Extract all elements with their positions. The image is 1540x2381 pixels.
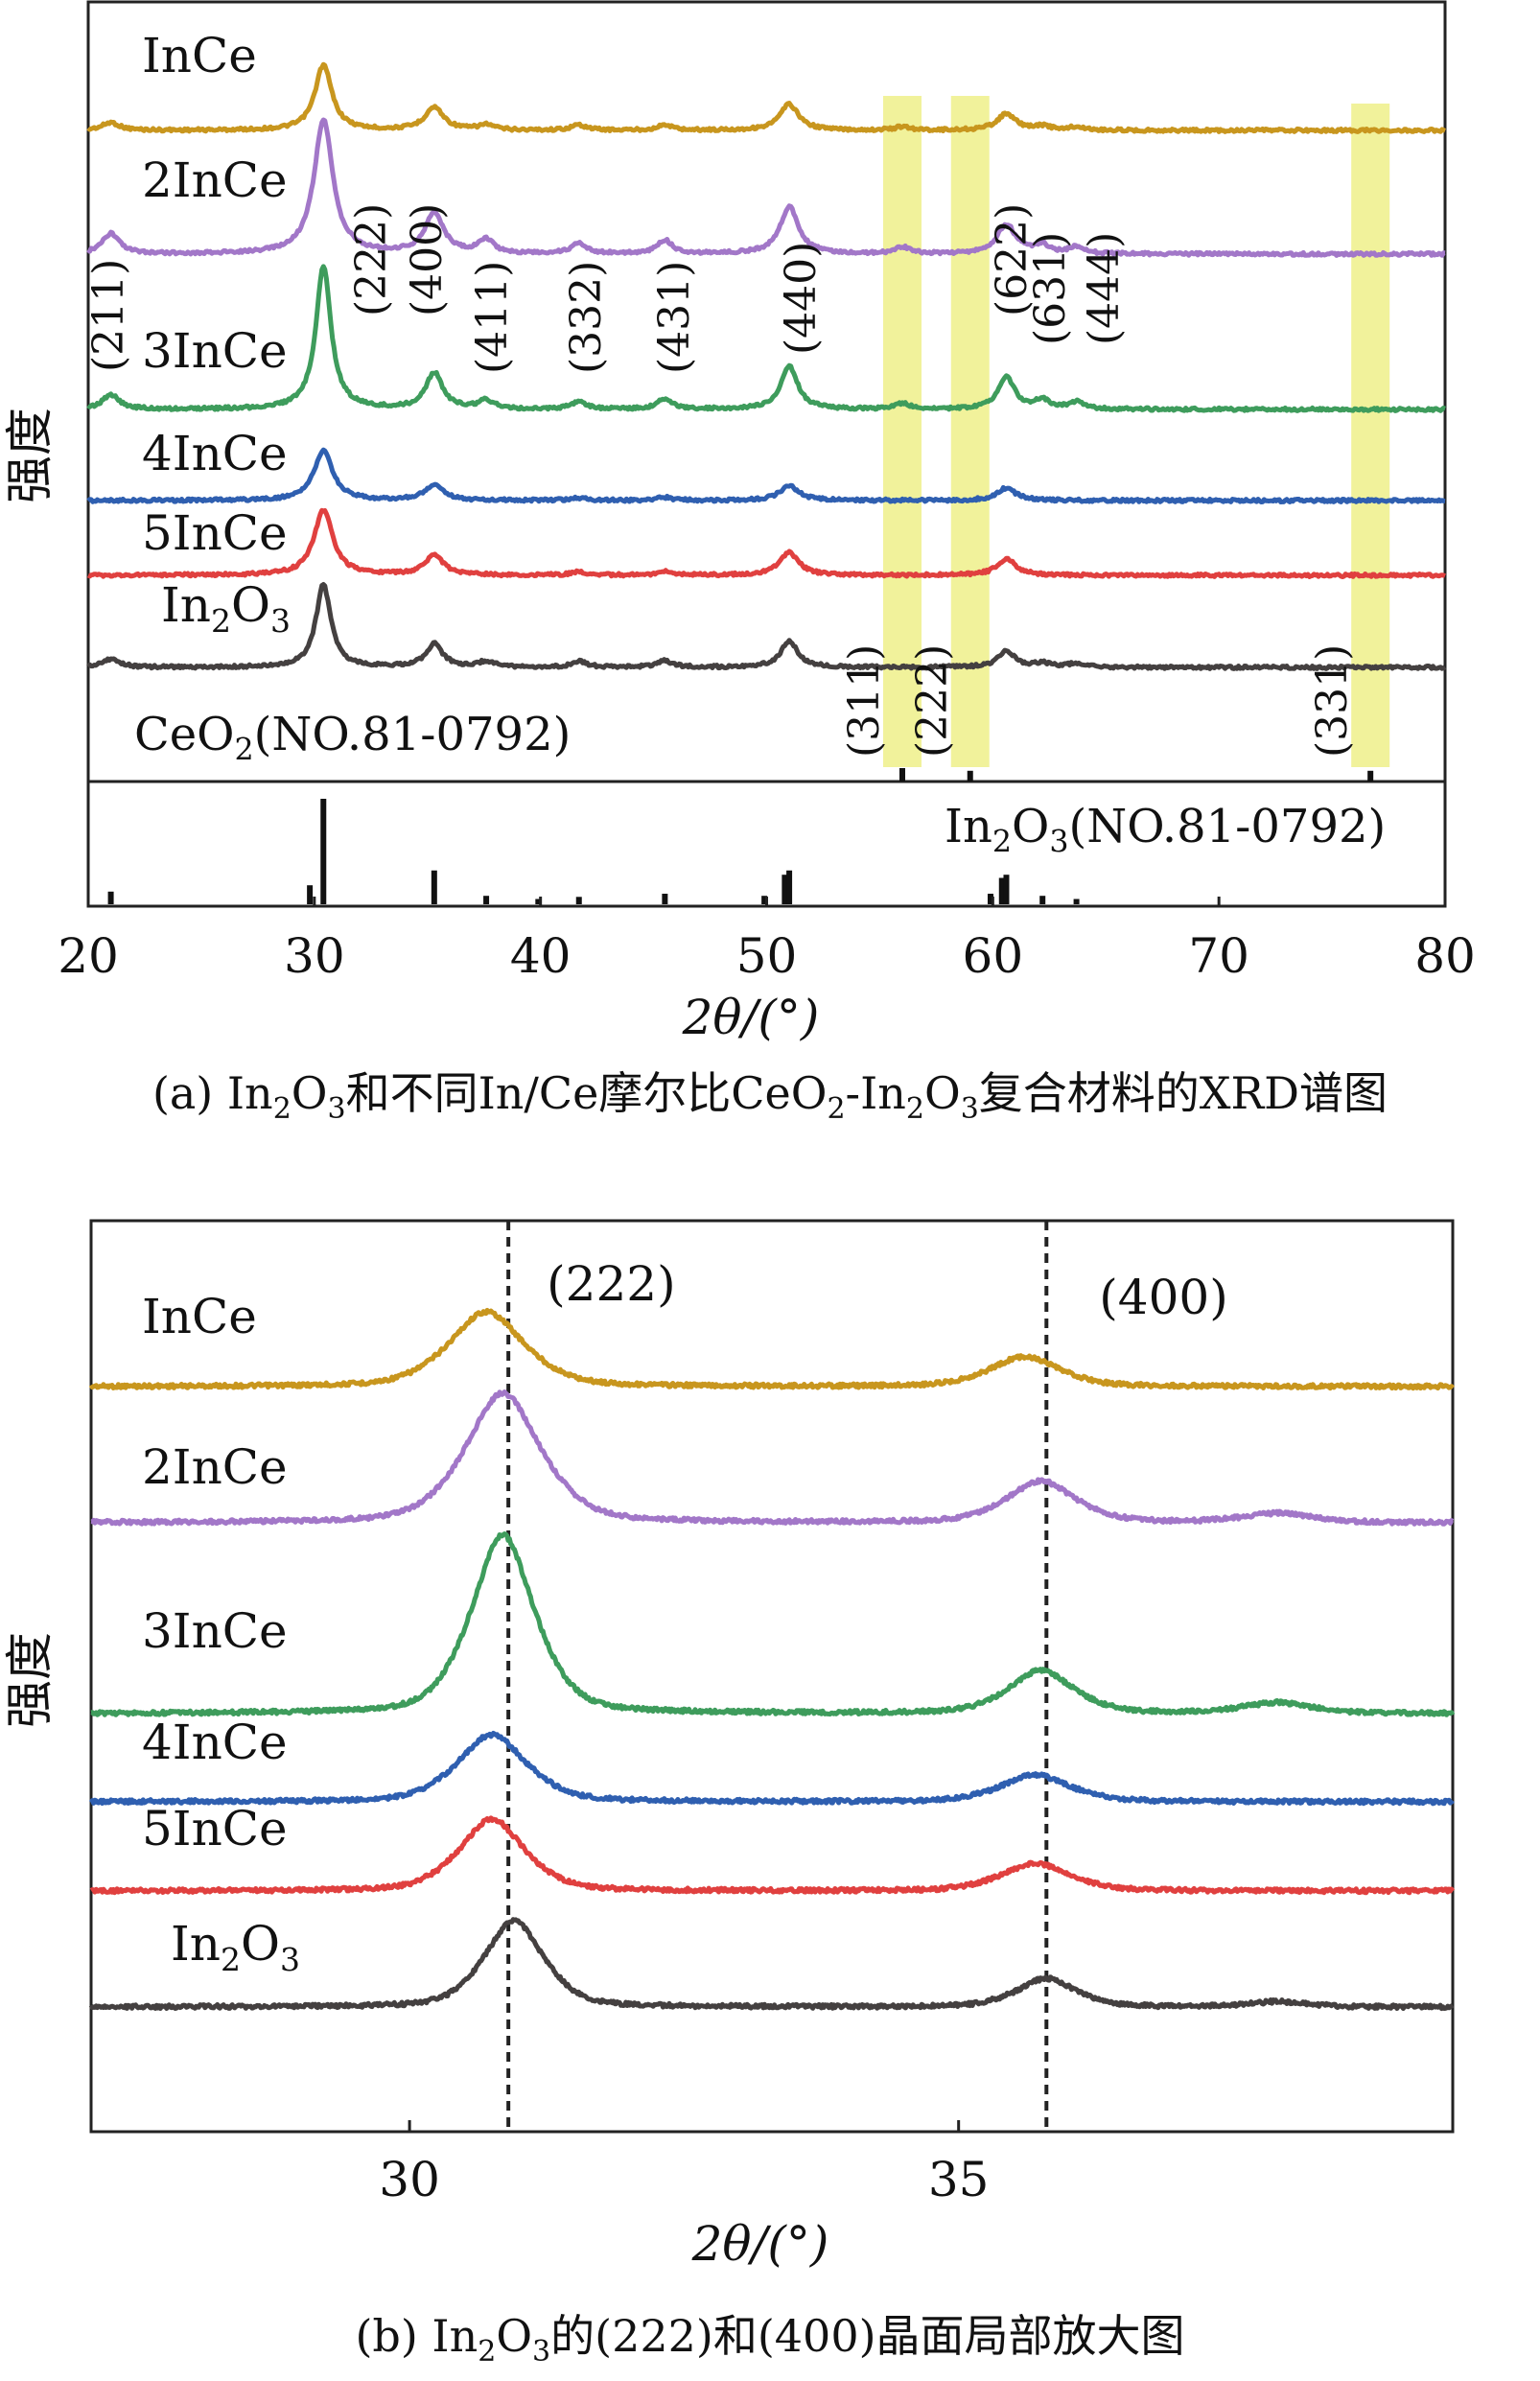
highlight-band [950,96,990,767]
miller-label-In2O3: (631) [1026,232,1075,345]
miller-label-CeO2: (222) [908,644,957,758]
series-label-5InCe: 5InCe [142,1801,288,1856]
guide-label: (400) [1099,1270,1227,1325]
series-line-5InCe [89,1815,1456,1896]
x-tick-label: 30 [379,2152,440,2207]
y-axis-label: 强度 [2,1632,58,1728]
x-tick-label: 20 [58,928,119,984]
series-label-4InCe: 4InCe [142,1715,288,1770]
x-tick-label: 70 [1188,928,1249,984]
miller-label-In2O3: (411) [468,261,517,374]
series-line-In2O3 [86,582,1447,671]
series-line-3InCe [86,264,1447,413]
caption-a: (a) In2O3和不同In/Ce摩尔比CeO2-In2O3复合材料的XRD谱图 [152,1067,1388,1127]
x-axis-label: 2θ/(°) [682,990,820,1045]
miller-label-In2O3: (622) [988,203,1037,316]
series-line-InCe [88,1307,1455,1391]
x-tick-label: 35 [928,2152,990,2207]
series-line-In2O3 [88,1917,1455,2012]
highlight-band [1351,104,1390,767]
x-tick-label: 50 [736,928,798,984]
miller-label-In2O3: (332) [562,261,611,374]
series-line-3InCe [89,1531,1456,1717]
series-label-5InCe: 5InCe [142,505,288,561]
series-label-InCe: InCe [142,28,257,83]
miller-label-In2O3: (440) [777,242,826,355]
miller-label-In2O3: (431) [650,261,699,374]
series-line-4InCe [86,447,1446,504]
x-tick-label: 30 [284,928,345,984]
series-line-4InCe [88,1731,1455,1807]
panel-b-zoom-chart: (222) (400) InCe 2InCe 3InCe 4InCe 5InCe In2O3 3… [2,1219,1456,2272]
series-label-In2O3: In2O3 [161,577,291,640]
series-label-2InCe: 2InCe [142,1439,288,1495]
miller-label-In2O3: (444) [1080,232,1129,345]
series-label-2InCe: 2InCe [142,152,288,208]
miller-label-CeO2: (311) [840,644,889,758]
series-label-3InCe: 3InCe [142,323,288,379]
y-axis-label: 强度 [2,408,58,503]
x-axis-label: 2θ/(°) [691,2216,829,2272]
miller-label-In2O3: (222) [347,203,396,316]
miller-label-CeO2: (331) [1308,644,1357,758]
series-label-In2O3: In2O3 [171,1916,300,1978]
x-tick-label: 60 [963,928,1024,984]
series-label-InCe: InCe [142,1289,257,1344]
miller-label-In2O3: (211) [84,259,133,372]
ref-label-CeO2: CeO2(NO.81-0792) [134,708,571,768]
highlight-band [883,96,922,767]
series-line-InCe [86,61,1447,134]
caption-b: (b) In2O3的(222)和(400)晶面局部放大图 [355,2310,1185,2369]
series-line-5InCe [86,507,1447,579]
series-label-3InCe: 3InCe [142,1603,288,1659]
panel-b-frame [89,1219,1455,2134]
ref-label-In2O3: In2O3(NO.81-0792) [945,800,1386,860]
panel-a-frame [86,0,1447,908]
series-line-2InCe [86,117,1446,258]
x-tick-label: 40 [510,928,572,984]
x-tick-label: 80 [1414,928,1476,984]
miller-label-In2O3: (400) [403,203,452,316]
series-label-4InCe: 4InCe [142,426,288,481]
series-line-2InCe [89,1389,1455,1527]
guide-label: (222) [547,1256,675,1312]
